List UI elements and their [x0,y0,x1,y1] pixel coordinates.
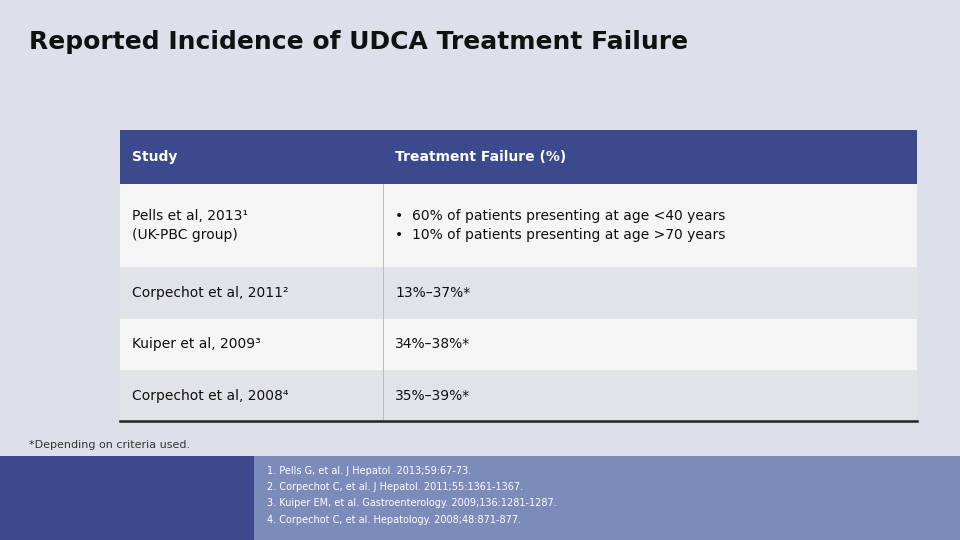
Bar [120,184,917,267]
Text: Treatment Failure (%): Treatment Failure (%) [396,150,566,164]
Text: 13%–37%*: 13%–37%* [396,286,470,300]
Text: 2. Corpechot C, et al. J Hepatol. 2011;55:1361-1367.: 2. Corpechot C, et al. J Hepatol. 2011;5… [267,482,523,492]
Bar [254,456,960,540]
Bar [120,130,917,184]
Text: Study: Study [132,150,178,164]
Text: Pells et al, 2013¹
(UK-PBC group): Pells et al, 2013¹ (UK-PBC group) [132,209,249,242]
Text: 4. Corpechot C, et al. Hepatology. 2008;48:871-877.: 4. Corpechot C, et al. Hepatology. 2008;… [267,515,521,525]
Text: 1. Pells G, et al. J Hepatol. 2013;59:67-73.: 1. Pells G, et al. J Hepatol. 2013;59:67… [267,466,471,476]
Text: Corpechot et al, 2008⁴: Corpechot et al, 2008⁴ [132,389,289,402]
Text: Corpechot et al, 2011²: Corpechot et al, 2011² [132,286,289,300]
Bar [120,267,917,319]
Text: *Depending on criteria used.: *Depending on criteria used. [29,440,190,450]
Bar [120,370,917,421]
Text: •  60% of patients presenting at age <40 years
•  10% of patients presenting at : • 60% of patients presenting at age <40 … [396,209,726,242]
Text: Reported Incidence of UDCA Treatment Failure: Reported Incidence of UDCA Treatment Fai… [29,30,688,53]
Text: 3. Kuiper EM, et al. Gastroenterology. 2009;136:1281-1287.: 3. Kuiper EM, et al. Gastroenterology. 2… [267,498,557,509]
Bar [120,319,917,370]
Bar [0,456,254,540]
Text: Kuiper et al, 2009³: Kuiper et al, 2009³ [132,338,261,351]
Text: 34%–38%*: 34%–38%* [396,338,470,351]
Text: 35%–39%*: 35%–39%* [396,389,470,402]
